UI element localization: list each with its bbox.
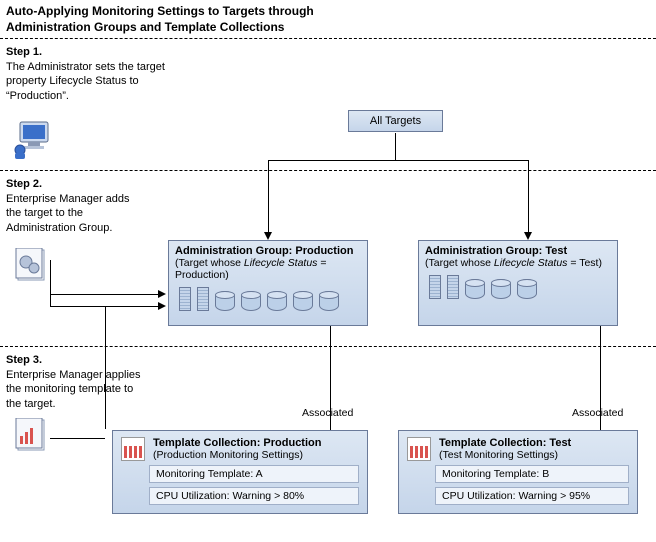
admin-test-sub: (Target whose Lifecycle Status = Test)	[425, 257, 611, 269]
admin-prod-members	[175, 287, 361, 311]
node-template-collection-test: Template Collection: Test (Test Monitori…	[398, 430, 638, 514]
connector	[50, 438, 105, 439]
node-all-targets: All Targets	[348, 110, 443, 132]
diagram-title: Auto-Applying Monitoring Settings to Tar…	[6, 4, 386, 35]
tc-prod-row1: Monitoring Template: A	[149, 465, 359, 483]
tc-test-title: Template Collection: Test	[439, 437, 571, 449]
server-icon	[179, 287, 191, 311]
template-doc-icon	[14, 418, 50, 458]
connector	[50, 260, 51, 306]
tc-test-row2: CPU Utilization: Warning > 95%	[435, 487, 629, 505]
step1-text: The Administrator sets the target proper…	[6, 60, 166, 103]
database-icon	[293, 291, 313, 311]
admin-prod-title: Administration Group: Production	[175, 245, 361, 257]
server-icon	[197, 287, 209, 311]
connector	[395, 133, 396, 160]
server-icon	[447, 275, 459, 299]
tc-test-sub: (Test Monitoring Settings)	[439, 449, 571, 461]
database-icon	[465, 279, 485, 299]
tc-prod-sub: (Production Monitoring Settings)	[153, 449, 321, 461]
database-icon	[241, 291, 261, 311]
step2-label: Step 2.	[6, 178, 42, 190]
divider	[0, 170, 656, 171]
arrow-right-icon	[158, 302, 166, 310]
admin-test-title: Administration Group: Test	[425, 245, 611, 257]
step2-text: Enterprise Manager adds the target to th…	[6, 192, 146, 235]
admin-monitor-icon	[14, 120, 54, 160]
node-admin-group-test: Administration Group: Test (Target whose…	[418, 240, 618, 326]
tc-test-row1: Monitoring Template: B	[435, 465, 629, 483]
arrow-right-icon	[158, 290, 166, 298]
divider	[0, 38, 656, 39]
server-icon	[429, 275, 441, 299]
step3-text: Enterprise Manager applies the monitorin…	[6, 368, 146, 411]
arrow-down-icon	[524, 232, 532, 240]
connector	[50, 294, 158, 295]
chart-icon	[407, 437, 431, 461]
step3-label: Step 3.	[6, 354, 42, 366]
settings-doc-icon	[14, 248, 50, 288]
node-all-targets-label: All Targets	[370, 115, 421, 127]
divider	[0, 346, 656, 347]
database-icon	[215, 291, 235, 311]
database-icon	[267, 291, 287, 311]
arrow-down-icon	[264, 232, 272, 240]
associated-label: Associated	[572, 407, 623, 419]
connector	[105, 306, 158, 307]
database-icon	[319, 291, 339, 311]
associated-label: Associated	[302, 407, 353, 419]
chart-icon	[121, 437, 145, 461]
node-template-collection-production: Template Collection: Production (Product…	[112, 430, 368, 514]
tc-prod-row2: CPU Utilization: Warning > 80%	[149, 487, 359, 505]
admin-prod-sub: (Target whose Lifecycle Status = Product…	[175, 257, 361, 281]
admin-test-members	[425, 275, 611, 299]
database-icon	[517, 279, 537, 299]
connector	[105, 306, 106, 429]
connector	[268, 160, 269, 232]
diagram: Auto-Applying Monitoring Settings to Tar…	[0, 0, 656, 542]
database-icon	[491, 279, 511, 299]
connector	[528, 160, 529, 232]
tc-prod-title: Template Collection: Production	[153, 437, 321, 449]
node-admin-group-production: Administration Group: Production (Target…	[168, 240, 368, 326]
connector	[268, 160, 528, 161]
step1-label: Step 1.	[6, 46, 42, 58]
